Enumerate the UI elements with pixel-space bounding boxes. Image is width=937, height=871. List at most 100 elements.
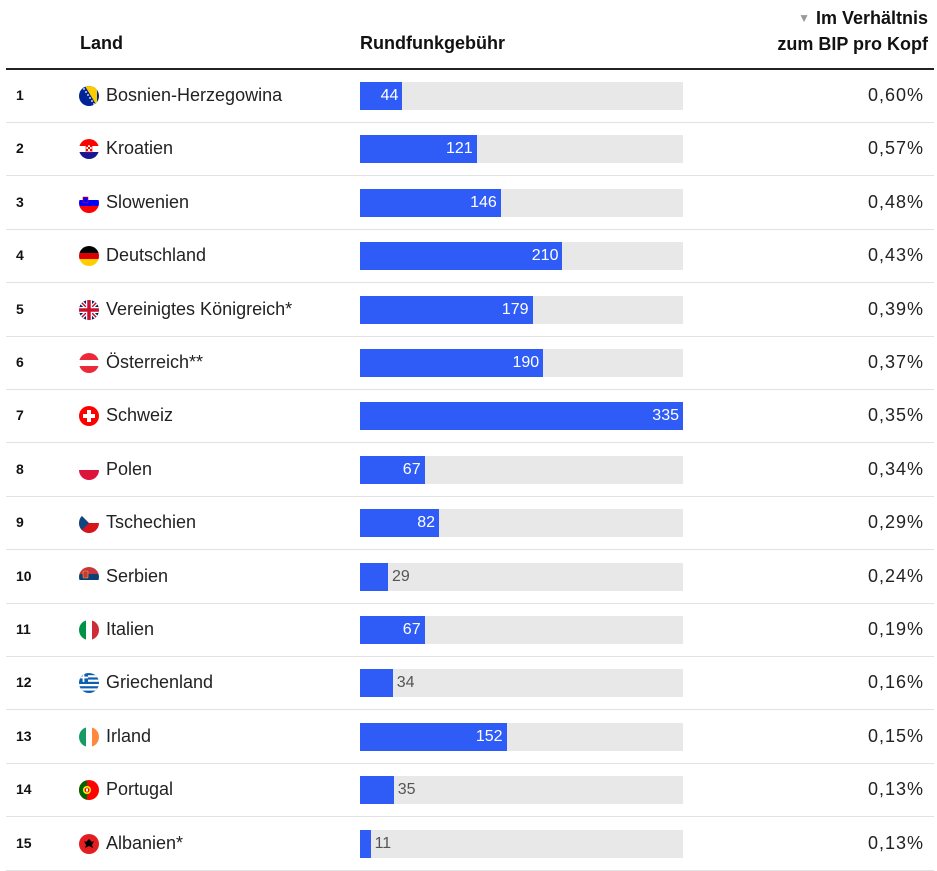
table-row: 2 Kroatien 121 0,57% bbox=[6, 122, 934, 177]
rank-number: 7 bbox=[16, 407, 24, 424]
bar-fill bbox=[360, 402, 683, 431]
bar-fill bbox=[360, 669, 393, 698]
rank-number: 14 bbox=[16, 781, 32, 798]
ratio-value: 0,60% bbox=[867, 85, 924, 105]
column-header-fee[interactable]: Rundfunkgebühr bbox=[360, 33, 505, 53]
bar-value-label: 121 bbox=[445, 140, 473, 158]
country-name: Vereinigtes Königreich* bbox=[106, 298, 293, 319]
flag-de-icon bbox=[79, 246, 99, 267]
country-name: Bosnien-Herzegowina bbox=[106, 85, 283, 105]
table-row: 11 Italien 67 0,19% bbox=[6, 603, 934, 657]
table-row: 14 Portugal 35 0,13% bbox=[6, 763, 934, 818]
bar-fill bbox=[360, 829, 371, 858]
country-name: Kroatien bbox=[106, 138, 174, 159]
table-row: 1 Bosnien-Herzegowina 44 0,60% bbox=[6, 69, 934, 123]
rank-number: 2 bbox=[16, 140, 24, 157]
bar-value-label: 29 bbox=[391, 567, 410, 585]
ratio-value: 0,29% bbox=[867, 512, 924, 533]
bar-value-label: 152 bbox=[475, 727, 503, 745]
bar-track: 152 bbox=[360, 722, 683, 751]
bar-track: 335 bbox=[360, 402, 683, 431]
bar-fill bbox=[360, 82, 403, 110]
rank-number: 4 bbox=[16, 247, 24, 264]
country-name: Serbien bbox=[106, 565, 169, 586]
fee-table: Land Rundfunkgebühr ▼ Im Verhältnis zum B… bbox=[6, 0, 934, 871]
bar-value-label: 335 bbox=[652, 407, 679, 425]
table-row: 15 Albanien* 11 0,13% bbox=[6, 817, 934, 871]
country-name: Italien bbox=[106, 619, 155, 639]
rank-number: 13 bbox=[16, 727, 32, 744]
bar-track: 35 bbox=[360, 776, 683, 805]
bar-track: 210 bbox=[360, 242, 683, 271]
rank-number: 15 bbox=[16, 834, 32, 851]
bar-fill bbox=[360, 349, 544, 377]
country-name: Österreich** bbox=[106, 352, 204, 372]
ratio-value: 0,24% bbox=[867, 565, 924, 586]
column-header-ratio[interactable]: ▼ Im Verhältnis zum BIP pro Kopf bbox=[777, 6, 928, 56]
flag-al-icon bbox=[79, 833, 99, 854]
ratio-value: 0,39% bbox=[867, 298, 924, 319]
bar-track: 34 bbox=[360, 669, 683, 698]
ratio-value: 0,19% bbox=[867, 619, 924, 639]
country-name: Irland bbox=[106, 725, 152, 746]
bar-track: 146 bbox=[360, 188, 683, 217]
country-name: Slowenien bbox=[106, 191, 190, 212]
bar-track: 82 bbox=[360, 509, 683, 538]
ratio-value: 0,43% bbox=[867, 245, 924, 266]
bar-value-label: 179 bbox=[501, 300, 529, 318]
rank-number: 8 bbox=[16, 460, 24, 477]
country-name: Tschechien bbox=[106, 512, 197, 533]
ratio-value: 0,15% bbox=[867, 725, 924, 746]
bar-track: 121 bbox=[360, 135, 683, 164]
flag-hr-icon bbox=[79, 139, 99, 160]
bar-track: 67 bbox=[360, 616, 683, 644]
rank-number: 12 bbox=[16, 674, 32, 691]
country-name: Griechenland bbox=[106, 672, 214, 693]
country-name: Portugal bbox=[106, 779, 174, 800]
bar-value-label: 34 bbox=[396, 674, 415, 692]
ratio-value: 0,35% bbox=[867, 405, 924, 426]
bar-fill bbox=[360, 242, 563, 271]
country-name: Schweiz bbox=[106, 405, 174, 426]
table-row: 12 Griechenland 34 0,16% bbox=[6, 656, 934, 711]
bar-track: 190 bbox=[360, 349, 683, 377]
table-row: 10 Serbien 29 0,24% bbox=[6, 550, 934, 604]
bar-value-label: 82 bbox=[417, 514, 436, 532]
flag-pl-icon bbox=[79, 459, 99, 480]
bar-fill bbox=[360, 562, 388, 591]
bar-fill bbox=[360, 722, 507, 751]
bar-track: 29 bbox=[360, 562, 683, 591]
bar-track: 179 bbox=[360, 295, 683, 324]
rank-number: 10 bbox=[16, 567, 32, 584]
bar-fill bbox=[360, 616, 425, 644]
ratio-value: 0,16% bbox=[867, 672, 924, 693]
rank-number: 3 bbox=[16, 193, 24, 210]
bar-value-label: 67 bbox=[402, 460, 421, 478]
flag-ie-icon bbox=[79, 726, 99, 747]
bar-fill bbox=[360, 188, 501, 217]
column-header-land[interactable]: Land bbox=[80, 33, 123, 53]
bar-fill bbox=[360, 509, 440, 538]
bar-track: 44 bbox=[360, 82, 683, 110]
rank-number: 6 bbox=[16, 354, 24, 370]
rank-number: 9 bbox=[16, 514, 24, 531]
ratio-value: 0,48% bbox=[867, 191, 924, 212]
flag-ba-icon bbox=[79, 86, 99, 106]
bar-value-label: 67 bbox=[402, 621, 421, 638]
bar-fill bbox=[360, 135, 477, 164]
flag-ch-icon bbox=[79, 406, 99, 427]
ratio-header-line2: zum BIP pro Kopf bbox=[777, 34, 928, 54]
ratio-value: 0,57% bbox=[867, 138, 924, 159]
bar-track: 67 bbox=[360, 455, 683, 484]
ratio-value: 0,37% bbox=[867, 352, 924, 372]
sort-descending-icon[interactable]: ▼ bbox=[798, 11, 810, 25]
bar-fill bbox=[360, 455, 425, 484]
bar-track: 11 bbox=[360, 829, 683, 858]
ratio-value: 0,34% bbox=[867, 458, 924, 479]
ratio-value: 0,13% bbox=[867, 832, 924, 853]
rank-number: 1 bbox=[16, 87, 24, 103]
table-row: 5 Vereinigtes Königreich* 179 0,39% bbox=[6, 283, 934, 337]
bar-fill bbox=[360, 776, 394, 805]
bar-value-label: 146 bbox=[470, 193, 497, 211]
table-row: 3 Slowenien 146 0,48% bbox=[6, 176, 934, 230]
